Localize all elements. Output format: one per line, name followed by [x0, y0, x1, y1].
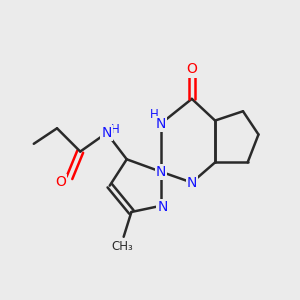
- Text: CH₃: CH₃: [111, 240, 133, 253]
- Text: N: N: [156, 117, 166, 131]
- Text: N: N: [156, 165, 166, 179]
- Text: H: H: [150, 108, 159, 121]
- Text: N: N: [157, 200, 168, 214]
- Text: O: O: [186, 62, 197, 76]
- Text: H: H: [111, 123, 120, 136]
- Text: N: N: [187, 176, 197, 190]
- Text: N: N: [101, 126, 112, 140]
- Text: O: O: [55, 175, 66, 189]
